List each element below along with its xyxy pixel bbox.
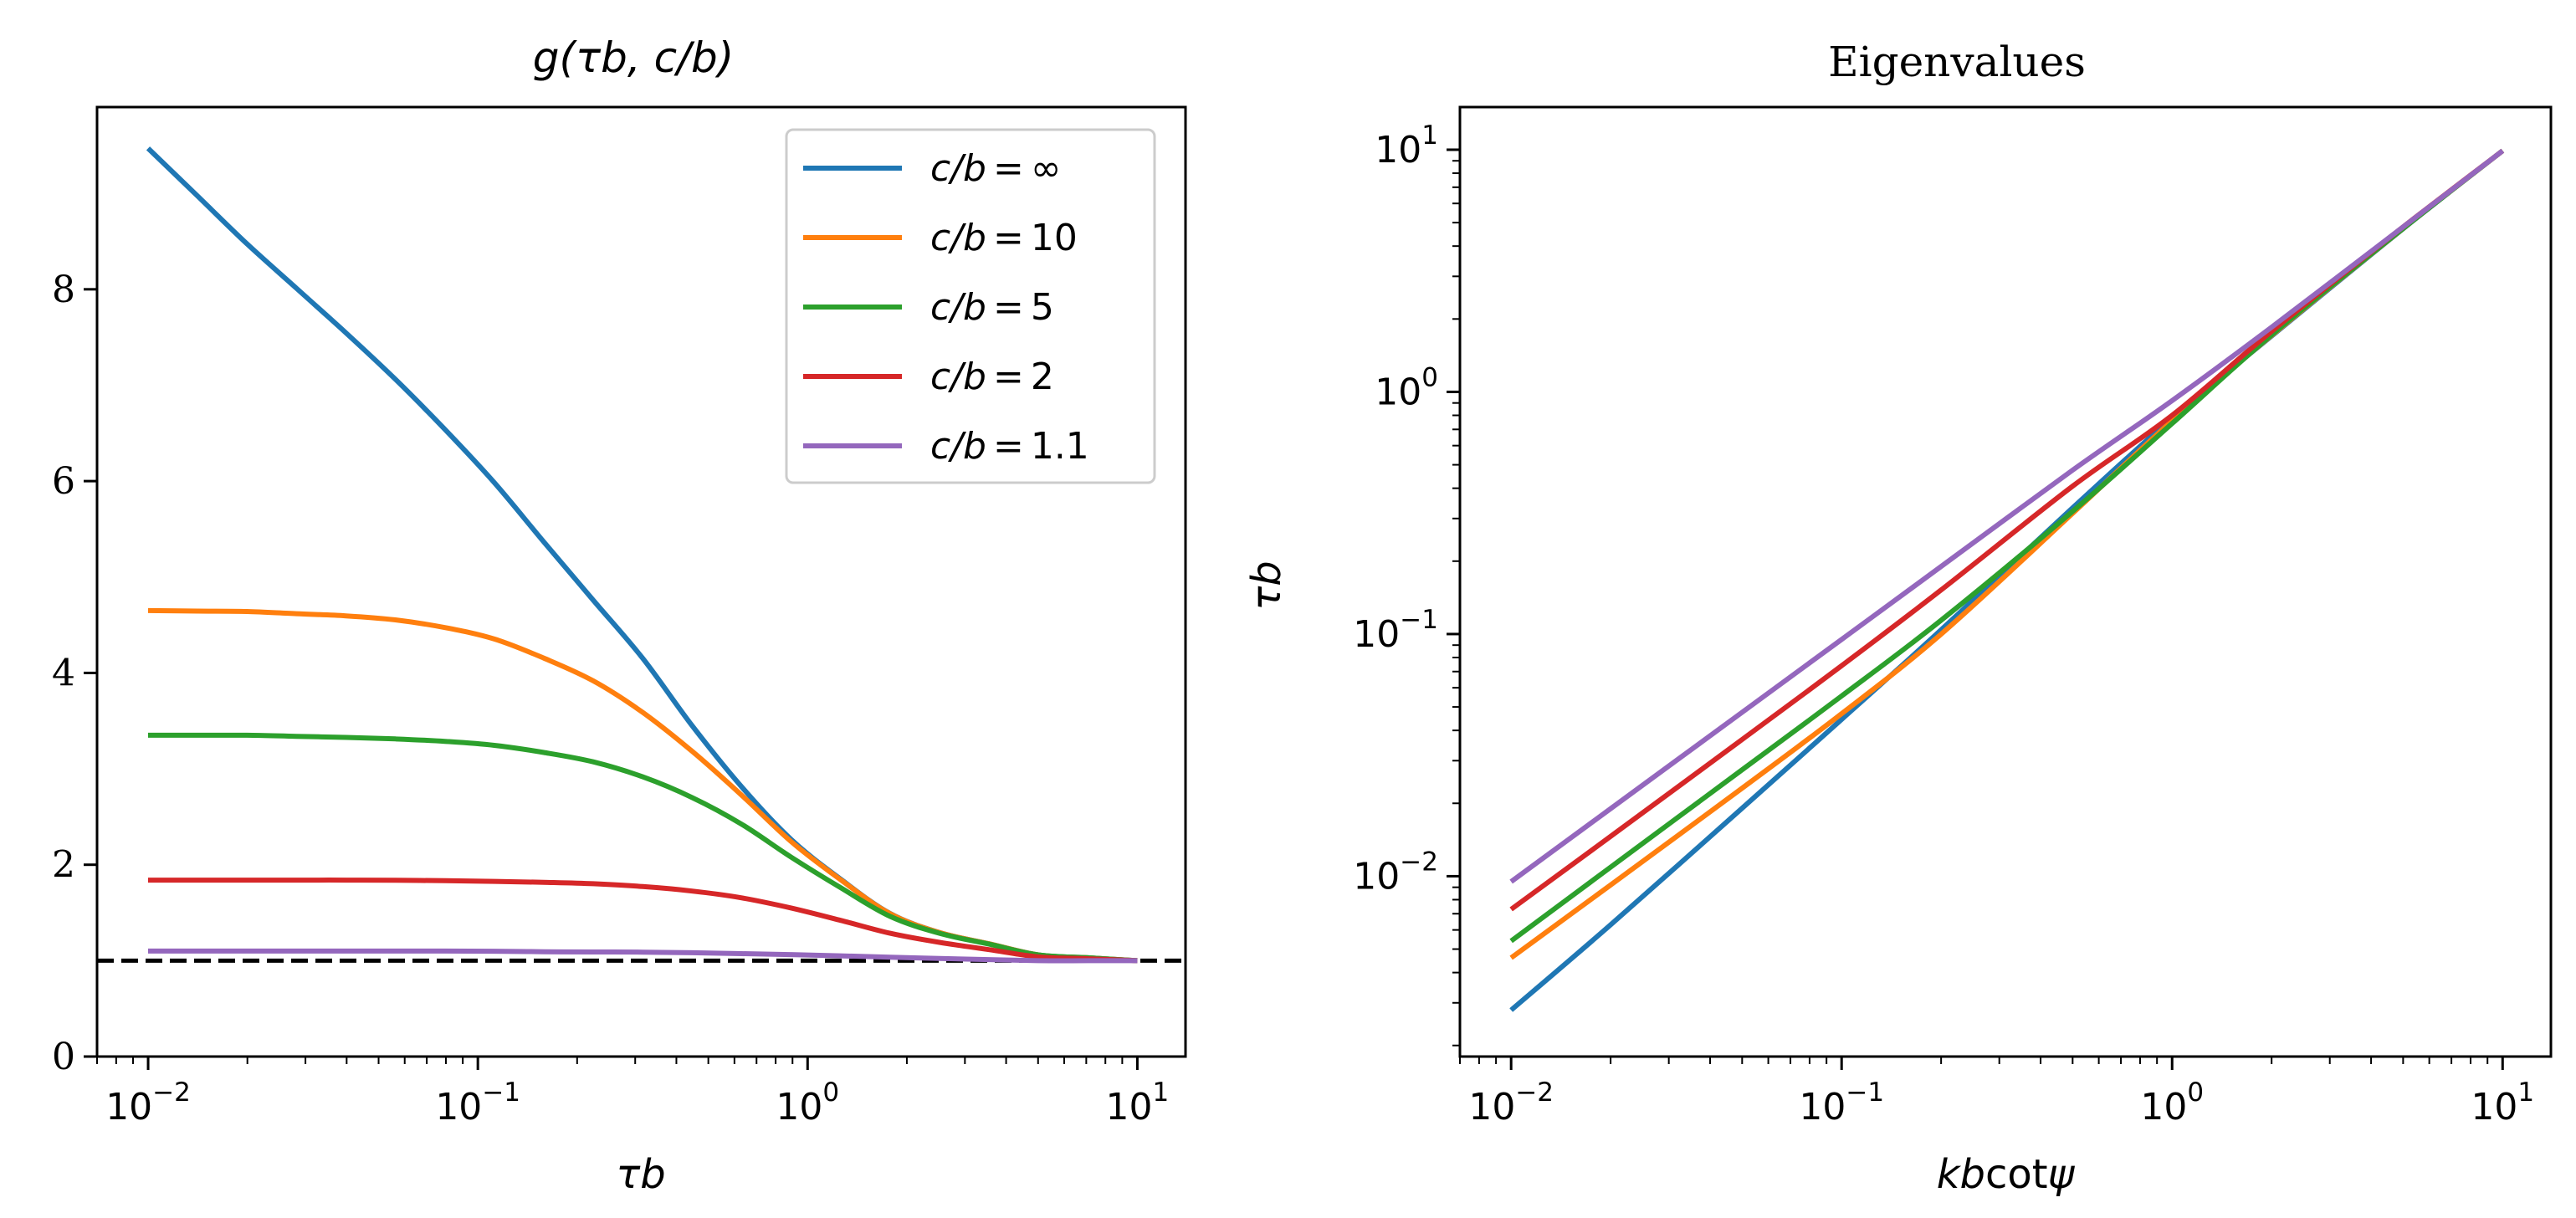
legend-label-4: c/b = 1.1: [930, 425, 1089, 468]
right-y-tick-label-0: 10−2: [1353, 847, 1438, 898]
legend-label-4-rhs: 1.1: [1031, 425, 1089, 468]
right-y-tick-label-3-base: 10: [1375, 129, 1421, 171]
left-y-tick-label: 2: [52, 844, 75, 887]
right-plot-frame: [1458, 105, 2553, 1058]
right-x-axis-label-k: kb: [1937, 1151, 1985, 1198]
left-series-line-1: [147, 607, 1138, 964]
right-x-axis-label: kbcotψ: [1937, 1151, 2076, 1198]
left-x-tick-label-2-base: 10: [776, 1086, 822, 1128]
left-y-tick-label: 6: [52, 460, 75, 503]
legend-label-1-rhs: 10: [1031, 217, 1078, 259]
left-x-tick-label-3-exp: 1: [1153, 1077, 1170, 1108]
left-series-line-2: [148, 732, 1138, 964]
left-x-tick-label-2: 100: [776, 1077, 839, 1128]
right-x-tick-label-2-base: 10: [2140, 1086, 2187, 1128]
legend-label-0-eq: =: [993, 147, 1024, 190]
left-series-group: [146, 146, 1138, 964]
right-x-axis-label-cot: cot: [1985, 1151, 2048, 1198]
legend-label-2-eq: =: [993, 286, 1024, 329]
legend-label-0-lhs: c/b: [930, 147, 986, 190]
right-y-tick-label-0-exp: −2: [1400, 847, 1438, 877]
right-y-tick-label-3: 101: [1375, 120, 1438, 171]
left-x-axis-label: τb: [616, 1151, 665, 1198]
left-x-tick-label-0-exp: −2: [152, 1077, 191, 1108]
left-y-tick-label: 4: [52, 652, 75, 694]
legend-label-1-eq: =: [993, 217, 1024, 259]
legend-label-4-eq: =: [993, 425, 1024, 468]
right-y-tick-label-1-exp: −1: [1400, 605, 1438, 635]
left-x-tick-label-0-base: 10: [105, 1086, 152, 1128]
left-x-tick-label-1: 10−1: [435, 1077, 520, 1128]
right-y-tick-label-2-exp: 0: [1421, 362, 1438, 392]
left-y-tick-label: 0: [52, 1036, 75, 1078]
right-y-tick-label-2-base: 10: [1375, 371, 1421, 413]
legend-entries: c/b = ∞c/b = 10c/b = 5c/b = 2c/b = 1.1: [803, 147, 1089, 468]
legend-label-1: c/b = 10: [930, 217, 1078, 259]
legend-label-2-lhs: c/b: [930, 286, 986, 329]
right-x-tick-label-0-base: 10: [1468, 1086, 1515, 1128]
left-chart-title: g(τb, c/b): [533, 33, 734, 82]
right-x-tick-label-3-exp: 1: [2517, 1077, 2534, 1108]
legend-label-3-rhs: 2: [1031, 356, 1054, 398]
legend-label-3-lhs: c/b: [930, 356, 986, 398]
right-series-line-0: [1509, 148, 2505, 1012]
right-x-tick-label-3-base: 10: [2471, 1086, 2517, 1128]
left-x-tick-label-0: 10−2: [105, 1077, 191, 1128]
left-x-tick-label-3: 101: [1106, 1077, 1170, 1128]
legend-label-0-rhs: ∞: [1031, 147, 1062, 190]
right-y-tick-label-3-exp: 1: [1421, 120, 1438, 151]
right-series-group: [1509, 148, 2505, 1012]
right-x-tick-label-1-base: 10: [1799, 1086, 1846, 1128]
right-y-axis-label: τb: [1243, 560, 1290, 610]
left-series-line-4: [148, 948, 1138, 964]
right-chart-title: Eigenvalues: [1828, 38, 2086, 86]
right-y-tick-label-1: 10−1: [1353, 605, 1438, 656]
legend-box: [785, 128, 1156, 484]
left-y-tick-label: 8: [52, 269, 75, 311]
right-x-axis-label-psi: ψ: [2048, 1151, 2076, 1198]
legend-label-1-lhs: c/b: [930, 217, 986, 259]
left-plot-frame: [95, 105, 1187, 1058]
legend-label-4-lhs: c/b: [930, 425, 986, 468]
legend: c/b = ∞c/b = 10c/b = 5c/b = 2c/b = 1.1: [785, 128, 1156, 484]
legend-label-3: c/b = 2: [930, 356, 1054, 398]
right-series-line-2: [1509, 148, 2505, 944]
right-x-tick-label-1: 10−1: [1799, 1077, 1884, 1128]
right-x-tick-label-0-exp: −2: [1515, 1077, 1554, 1108]
right-chart: Eigenvalues 10−2 10−1 100 10110−210−1100101…: [1243, 38, 2553, 1198]
right-y-tick-label-2: 100: [1375, 362, 1438, 413]
right-x-tick-label-0: 10−2: [1468, 1077, 1554, 1128]
right-x-tick-label-2: 100: [2140, 1077, 2204, 1128]
legend-label-2: c/b = 5: [930, 286, 1054, 329]
right-y-tick-label-0-base: 10: [1353, 855, 1400, 898]
left-x-tick-label-2-exp: 0: [822, 1077, 839, 1108]
legend-label-3-eq: =: [993, 356, 1024, 398]
right-x-tick-label-1-exp: −1: [1846, 1077, 1884, 1108]
right-series-line-4: [1509, 148, 2505, 884]
left-x-tick-label-1-exp: −1: [482, 1077, 520, 1108]
legend-label-2-rhs: 5: [1031, 286, 1054, 329]
right-y-tick-label-1-base: 10: [1353, 613, 1400, 656]
legend-label-0: c/b = ∞: [930, 147, 1061, 190]
left-series-line-3: [147, 878, 1138, 964]
left-x-tick-label-3-base: 10: [1106, 1086, 1153, 1128]
right-x-tick-label-2-exp: 0: [2187, 1077, 2204, 1108]
left-x-tick-label-1-base: 10: [435, 1086, 482, 1128]
right-x-tick-label-3: 101: [2471, 1077, 2534, 1128]
